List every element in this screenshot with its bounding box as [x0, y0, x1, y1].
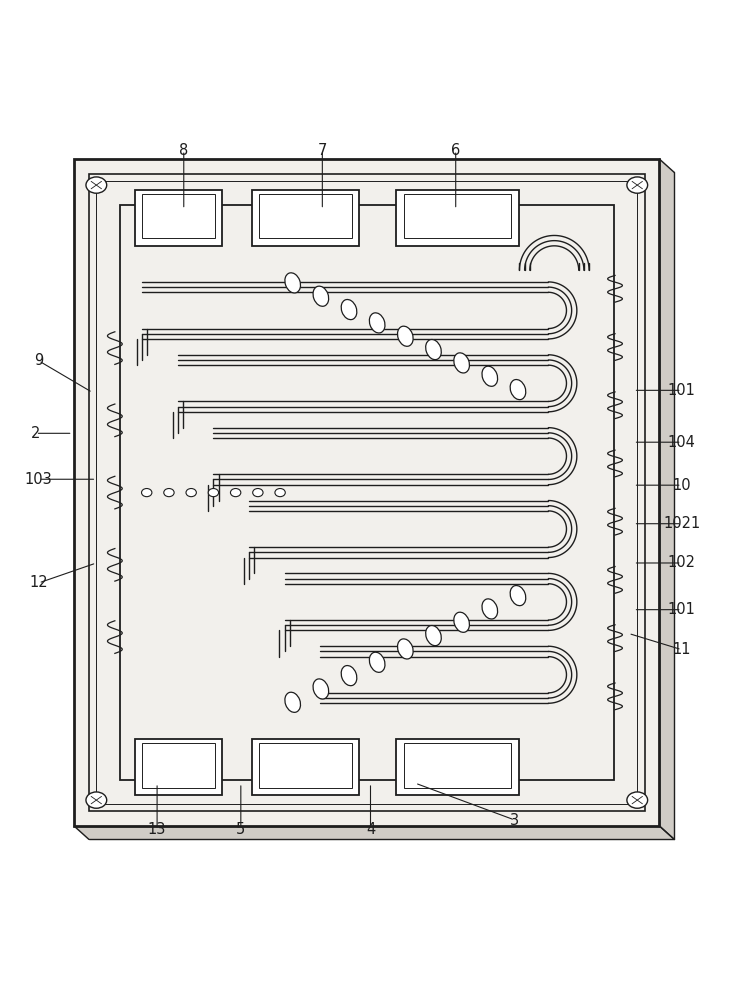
Ellipse shape: [142, 489, 152, 497]
Ellipse shape: [86, 177, 107, 193]
Ellipse shape: [285, 273, 301, 293]
Ellipse shape: [208, 489, 219, 497]
Ellipse shape: [275, 489, 285, 497]
Text: 1021: 1021: [663, 516, 700, 531]
Text: 101: 101: [668, 602, 696, 617]
Text: 104: 104: [668, 435, 696, 450]
Text: 7: 7: [318, 143, 327, 158]
Ellipse shape: [627, 792, 648, 808]
Bar: [120, 205, 614, 780]
Ellipse shape: [482, 366, 498, 386]
Polygon shape: [74, 826, 674, 839]
Ellipse shape: [341, 666, 357, 686]
Ellipse shape: [369, 652, 385, 672]
Bar: [96, 181, 637, 804]
Ellipse shape: [453, 353, 470, 373]
Bar: [74, 159, 659, 826]
Ellipse shape: [313, 679, 329, 699]
Polygon shape: [659, 159, 674, 839]
Bar: [404, 743, 511, 788]
Ellipse shape: [627, 177, 648, 193]
Bar: [135, 739, 222, 795]
Text: 10: 10: [672, 478, 691, 493]
Bar: [259, 194, 352, 238]
Bar: [142, 194, 215, 238]
Bar: [89, 174, 645, 811]
Ellipse shape: [425, 340, 442, 360]
Text: 12: 12: [29, 575, 48, 590]
Text: 8: 8: [179, 143, 188, 158]
Ellipse shape: [341, 299, 357, 320]
Bar: [396, 190, 519, 246]
Ellipse shape: [230, 489, 241, 497]
Ellipse shape: [482, 599, 498, 619]
Text: 103: 103: [24, 472, 53, 487]
Bar: [252, 190, 359, 246]
Ellipse shape: [253, 489, 263, 497]
Ellipse shape: [285, 692, 301, 712]
Ellipse shape: [86, 792, 107, 808]
Bar: [259, 743, 352, 788]
Ellipse shape: [510, 380, 526, 400]
Ellipse shape: [453, 612, 470, 632]
Text: 6: 6: [451, 143, 460, 158]
Ellipse shape: [510, 586, 526, 606]
Text: 9: 9: [34, 353, 43, 368]
Bar: [135, 190, 222, 246]
Bar: [396, 739, 519, 795]
Text: 11: 11: [673, 642, 691, 657]
Text: 13: 13: [148, 822, 166, 837]
Text: 2: 2: [31, 426, 40, 441]
Ellipse shape: [425, 626, 442, 646]
Bar: [142, 743, 215, 788]
Ellipse shape: [313, 286, 329, 306]
Text: 101: 101: [668, 383, 696, 398]
Ellipse shape: [397, 639, 413, 659]
Bar: [404, 194, 511, 238]
Ellipse shape: [397, 326, 413, 346]
Ellipse shape: [369, 313, 385, 333]
Bar: [252, 739, 359, 795]
Text: 102: 102: [668, 555, 696, 570]
Ellipse shape: [164, 489, 174, 497]
Ellipse shape: [186, 489, 196, 497]
Text: 4: 4: [366, 822, 375, 837]
Text: 3: 3: [511, 813, 519, 828]
Text: 5: 5: [236, 822, 245, 837]
